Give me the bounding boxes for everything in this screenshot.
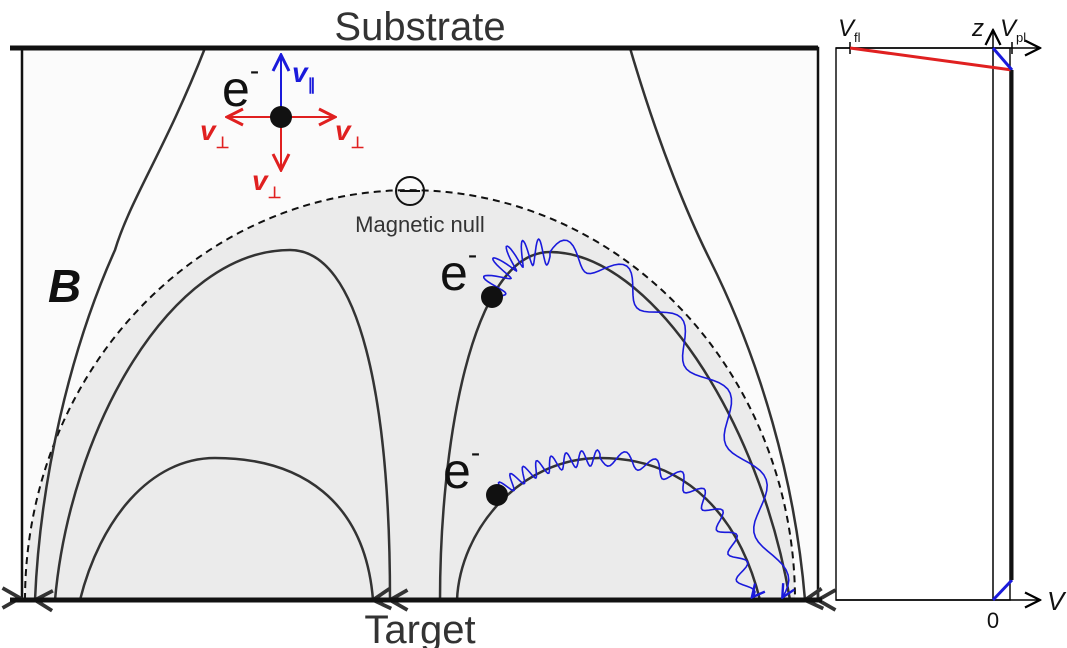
substrate-label: Substrate xyxy=(334,5,505,49)
diagram: Substrate Target B Magnetic null e- e- e… xyxy=(0,0,1067,648)
null-label: Magnetic null xyxy=(355,212,485,237)
z-axis-label: z xyxy=(971,15,984,42)
target-label: Target xyxy=(364,608,475,648)
plasma-potential-label: Vpl xyxy=(1000,15,1026,45)
floating-potential-label: Vfl xyxy=(838,15,861,45)
field-label: B xyxy=(48,260,81,312)
chamber xyxy=(10,48,822,600)
v-axis-label: V xyxy=(1047,586,1067,616)
origin-label: 0 xyxy=(987,608,999,633)
potential-plot xyxy=(836,30,1040,600)
